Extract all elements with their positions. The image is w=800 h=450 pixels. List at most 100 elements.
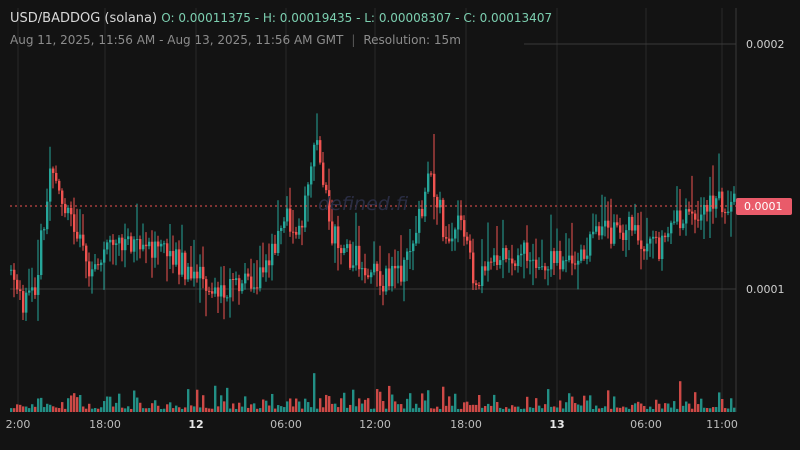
volume-bar (184, 407, 187, 412)
candle-body (634, 225, 637, 231)
volume-bar (172, 408, 175, 412)
x-tick-label: 2:00 (5, 418, 31, 431)
candle-body (604, 220, 607, 227)
volume-bar (442, 386, 445, 412)
volume-bar (472, 404, 475, 412)
candle-body (610, 227, 613, 244)
resolution: Resolution: 15m (363, 33, 461, 47)
volume-bar (199, 407, 202, 412)
close-label: C: (463, 11, 476, 25)
volume-bar (691, 408, 694, 412)
candle-body (553, 251, 556, 263)
candle-body (169, 251, 172, 257)
volume-bar (730, 398, 733, 412)
volume-bar (274, 408, 277, 412)
candle-body (370, 272, 373, 278)
candle-body (628, 216, 631, 231)
candle-body (226, 297, 229, 299)
candle-body (145, 244, 148, 247)
candle-body (706, 204, 709, 212)
volume-bar (34, 406, 37, 412)
candle-body (148, 241, 151, 247)
volume-bar (142, 408, 145, 412)
volume-bar (346, 407, 349, 412)
volume-bar (64, 408, 67, 412)
volume-bar (331, 403, 334, 412)
volume-bar (493, 394, 496, 412)
candle-body (49, 168, 52, 202)
volume-bar (91, 408, 94, 412)
volume-bar (211, 408, 214, 412)
candle-body (517, 255, 520, 266)
volume-bar (457, 408, 460, 412)
candle-body (142, 244, 145, 250)
candle-body (709, 195, 712, 212)
candle-body (346, 244, 349, 249)
candle-body (244, 273, 247, 284)
candle-body (34, 287, 37, 295)
candle-body (127, 236, 130, 240)
volume-bar (436, 406, 439, 412)
candle-body (502, 248, 505, 261)
candle-body (163, 243, 166, 245)
volume-bar (364, 399, 367, 412)
candle-body (469, 240, 472, 253)
candle-body (484, 266, 487, 271)
volume-bar (166, 404, 169, 412)
candle-body (382, 285, 385, 292)
candle-body (79, 234, 82, 239)
candle-body (460, 215, 463, 221)
candle-body (520, 253, 523, 256)
volume-bar (148, 408, 151, 412)
candle-body (73, 214, 76, 232)
volume-bar (445, 405, 448, 412)
volume-bar (382, 401, 385, 412)
volume-bar (220, 395, 223, 412)
candle-body (514, 263, 517, 266)
candle-body (481, 266, 484, 286)
volume-bar (340, 398, 343, 412)
candle-body (130, 236, 133, 252)
ohlc-values: O: 0.00011375 - H: 0.00019435 - L: 0.000… (161, 11, 553, 25)
candle-body (202, 266, 205, 280)
volume-bar (556, 407, 559, 412)
volume-bar (49, 404, 52, 412)
candle-body (115, 243, 118, 245)
volume-bar (508, 408, 511, 412)
candle-body (721, 191, 724, 213)
candle-body (349, 244, 352, 268)
volume-bar (613, 396, 616, 412)
candle-body (445, 237, 448, 239)
volume-bar (58, 408, 61, 412)
candle-body (250, 276, 253, 289)
volume-bar (688, 403, 691, 412)
pair-name: USD/BADDOG (solana) (10, 11, 158, 26)
volume-bar (43, 407, 46, 412)
volume-bar (511, 405, 514, 412)
candle-body (667, 233, 670, 238)
volume-bar (358, 398, 361, 412)
volume-bar (460, 408, 463, 412)
candle-body (373, 263, 376, 273)
volume-bar (628, 408, 631, 412)
candle-body (679, 210, 682, 229)
volume-bar (463, 402, 466, 412)
candle-body (583, 249, 586, 259)
candle-body (274, 243, 277, 253)
volume-bar (712, 407, 715, 412)
volume-bar (70, 395, 73, 412)
candle-body (451, 238, 454, 242)
volume-bar (592, 408, 595, 412)
volume-bar (553, 406, 556, 412)
candle-body (229, 279, 232, 298)
volume-bar (700, 398, 703, 412)
candle-body (523, 242, 526, 254)
volume-bar (151, 403, 154, 412)
candle-body (592, 231, 595, 235)
candle-body (109, 239, 112, 243)
volume-bar (343, 392, 346, 412)
candle-body (457, 215, 460, 230)
candle-body (487, 261, 490, 271)
candle-body (199, 266, 202, 279)
